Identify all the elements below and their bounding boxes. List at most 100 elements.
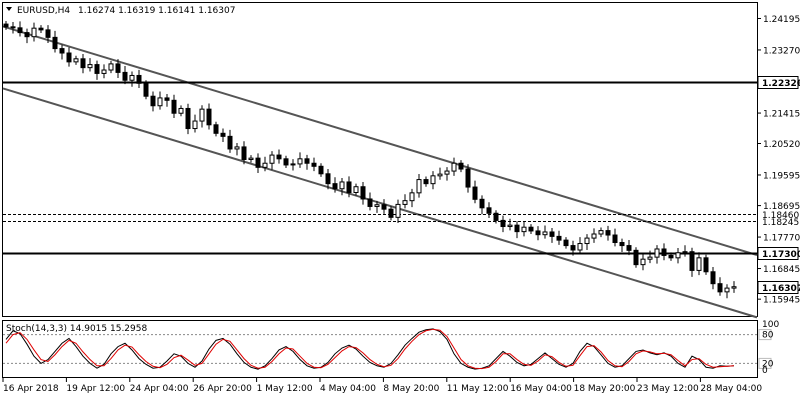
price-tick-label: 1.18695 bbox=[763, 202, 800, 212]
candle-bear bbox=[668, 254, 674, 259]
candle-bear bbox=[164, 97, 170, 101]
dropdown-triangle-icon[interactable] bbox=[6, 7, 12, 11]
candle-bear bbox=[360, 186, 366, 200]
candle-bull bbox=[87, 64, 93, 69]
candle-bear bbox=[717, 283, 723, 293]
candle-bear bbox=[486, 207, 492, 214]
channel-lower-line[interactable] bbox=[2, 87, 758, 319]
candle-bear bbox=[367, 198, 373, 207]
time-tick-label: 19 Apr 12:00 bbox=[66, 384, 125, 394]
candle-bear bbox=[122, 71, 128, 81]
candle-bull bbox=[542, 231, 548, 236]
candle-bull bbox=[724, 287, 730, 293]
candle-bull bbox=[409, 192, 415, 202]
candle-bear bbox=[423, 179, 429, 185]
candle-bear bbox=[241, 146, 247, 160]
level-price-1.18245: 1.18245 bbox=[762, 218, 799, 228]
symbol-label: EURUSD,H4 bbox=[17, 6, 70, 16]
price-tick-label: 1.17770 bbox=[763, 234, 800, 244]
candle-bull bbox=[577, 243, 583, 251]
level-price-1.16307: 1.16307 bbox=[762, 284, 800, 294]
candle-bear bbox=[710, 271, 716, 285]
price-axis[interactable]: 1.24195 1.23270 1.22320 1.21415 1.20520 1.195… bbox=[757, 15, 800, 306]
candle-bull bbox=[402, 200, 408, 205]
candle-bull bbox=[101, 69, 107, 74]
level-box-1.17300 bbox=[757, 247, 799, 260]
candle-bear bbox=[10, 26, 16, 29]
candle-bear bbox=[479, 198, 485, 209]
time-tick-label: 1 May 12:00 bbox=[257, 384, 313, 394]
candle-bull bbox=[297, 158, 303, 165]
candle-bear bbox=[703, 257, 709, 273]
candle-bull bbox=[353, 186, 359, 194]
time-tick-label: 18 May 20:00 bbox=[574, 384, 636, 394]
candle-bear bbox=[52, 36, 58, 50]
candle-bear bbox=[633, 249, 639, 266]
price-tick-label: 1.23270 bbox=[763, 46, 800, 56]
stoch-tick-label: 20 bbox=[762, 359, 774, 369]
time-axis[interactable]: 16 Apr 2018 19 Apr 12:00 24 Apr 04:00 26 Ap… bbox=[2, 378, 762, 394]
candle-bull bbox=[521, 226, 527, 233]
candle-bear bbox=[66, 52, 72, 63]
candle-bear bbox=[612, 234, 618, 244]
candle-bear bbox=[626, 245, 632, 251]
candle-bear bbox=[304, 158, 310, 164]
candle-bear bbox=[556, 235, 562, 241]
time-tick-label: 16 May 04:00 bbox=[510, 384, 572, 394]
candle-bull bbox=[192, 120, 198, 130]
candle-bear bbox=[45, 29, 51, 38]
candle-bear bbox=[136, 74, 142, 84]
candle-bull bbox=[682, 251, 688, 254]
candle-bull bbox=[374, 204, 380, 207]
price-tick-label: 1.19595 bbox=[763, 171, 800, 181]
candle-bull bbox=[696, 257, 702, 271]
price-panel-frame bbox=[2, 2, 758, 317]
candle-bull bbox=[339, 181, 345, 190]
price-tick-label: 1.21415 bbox=[763, 110, 800, 120]
time-tick-label: 8 May 20:00 bbox=[383, 384, 439, 394]
candle-bear bbox=[227, 135, 233, 150]
candle-bull bbox=[416, 179, 422, 194]
indicator-panel-frame bbox=[2, 320, 758, 378]
candle-bull bbox=[731, 286, 737, 289]
time-tick-label: 28 May 04:00 bbox=[700, 384, 762, 394]
candle-bear bbox=[472, 186, 478, 200]
horizontal-levels bbox=[3, 81, 757, 255]
candle-bear bbox=[493, 212, 499, 221]
candle-bull bbox=[262, 162, 268, 168]
candlestick-series bbox=[3, 21, 737, 299]
level-price-1.22320: 1.22320 bbox=[762, 79, 800, 89]
candle-bear bbox=[143, 82, 149, 97]
channel-upper-line[interactable] bbox=[2, 25, 758, 257]
stoch-tick-box bbox=[758, 357, 772, 369]
candle-bull bbox=[108, 63, 114, 71]
candle-bull bbox=[430, 175, 436, 185]
candle-bear bbox=[661, 248, 667, 256]
level-price-1.17300: 1.17300 bbox=[762, 250, 800, 260]
time-tick-label: 24 Apr 04:00 bbox=[130, 384, 189, 394]
candle-bear bbox=[59, 48, 65, 54]
candle-bear bbox=[318, 165, 324, 175]
candle-bear bbox=[80, 58, 86, 69]
candle-bull bbox=[654, 248, 660, 258]
ohlc-values: 1.16274 1.16319 1.16141 1.16307 bbox=[78, 6, 235, 16]
candle-bull bbox=[507, 224, 513, 228]
candle-bear bbox=[115, 63, 121, 73]
candle-bear bbox=[465, 168, 471, 188]
candle-bull bbox=[598, 230, 604, 235]
candle-bull bbox=[647, 256, 653, 260]
candle-bear bbox=[24, 32, 30, 38]
candle-bull bbox=[395, 203, 401, 218]
candle-bear bbox=[514, 224, 520, 233]
candle-bear bbox=[528, 226, 534, 232]
time-tick-label: 23 May 12:00 bbox=[637, 384, 699, 394]
chart-header: EURUSD,H4 1.16274 1.16319 1.16141 1.1630… bbox=[6, 6, 235, 16]
candle-bear bbox=[283, 158, 289, 166]
candle-bear bbox=[38, 27, 44, 31]
candle-bear bbox=[311, 162, 317, 167]
stoch-tick-label: 100 bbox=[762, 320, 779, 330]
stoch-tick-box bbox=[758, 329, 772, 341]
